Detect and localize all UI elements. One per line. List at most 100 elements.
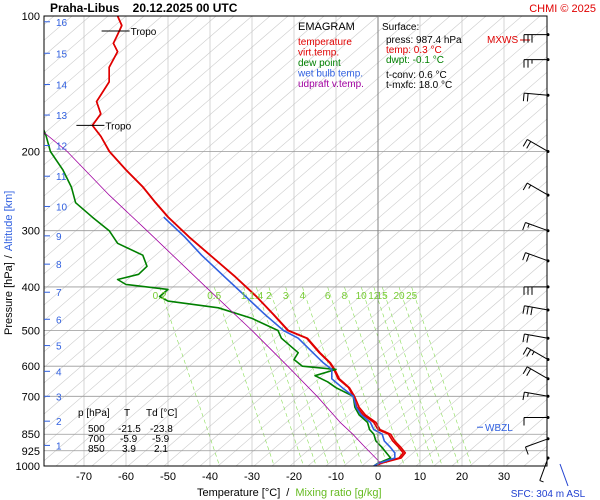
surface-dewpoint: dwpt: -0.1 °C [386,55,444,66]
adiabat-line [44,16,235,181]
altitude-tick-label: 5 [56,342,62,353]
wind-barb-flag [526,368,532,376]
temperature-tick-label: 10 [414,471,426,483]
adiabat-line [217,180,547,466]
wind-barb-flag [522,222,526,231]
adiabat-line [55,40,547,466]
wind-barb-flag [522,252,526,261]
wind-barb [522,252,550,263]
mixing-ratio-label: 1.4 [249,291,263,302]
wind-barb-base [546,377,550,381]
wind-barb-base [546,394,550,398]
altitude-tick-label: 11 [56,172,67,183]
adiabat-line [44,16,145,103]
wind-barb-flag [522,93,525,102]
x-axis-separator: / [286,487,290,499]
x-axis-label: Temperature [°C] [197,487,280,499]
surface-info: Surface: press: 987.4 hPa temp: 0.3 °C d… [377,16,462,466]
wind-barb-flag [526,349,532,357]
adiabat-line [44,16,307,244]
copyright-credit: CHMI © 2025 [529,3,596,15]
table-row-td: -5.9 [152,434,170,445]
wind-barb-base [546,358,550,362]
altitude-tick-label: 9 [56,232,62,243]
wind-barb-half-flag [527,223,530,228]
altitude-tick-label: 8 [56,260,62,271]
adiabat-line [44,16,379,306]
adiabat-line [199,165,547,466]
mixing-ratio-line [398,286,460,466]
pressure-tick-label: 925 [22,446,40,458]
wind-barb [523,285,550,295]
mixing-ratio-label: 8 [342,291,348,302]
wind-barb-base [546,285,550,289]
surface-wind-line [559,463,569,487]
adiabat-line [343,289,547,466]
altitude-tick-label: 16 [56,18,68,29]
adiabat-line [44,16,469,384]
legend-item: udpraft v.temp. [298,79,364,90]
wbzl-label: WBZL [485,423,513,434]
altitude-tick-label: 15 [56,49,68,60]
mixing-ratio-label: 0.2 [153,291,167,302]
table-row-td: 2.1 [154,444,168,455]
wind-barb-base [546,336,550,340]
axis-titles: Pressure [hPa] / Altitude [km] Temperature… [3,191,382,499]
adiabat-line [44,16,451,368]
adiabat-line [44,16,217,166]
adiabat-line [44,16,253,197]
mixing-ratio-line [268,286,330,466]
wind-barb-base [546,415,550,419]
temperature-tick-label: -50 [160,471,176,483]
sfc-label: SFC: 304 m ASL [511,489,586,500]
adiabat-line [361,305,547,466]
adiabat-line [145,118,547,466]
legend-item: virt.temp. [298,48,339,59]
mixing-ratio-line [213,286,275,466]
wind-barb-base [546,437,550,441]
level-table: p [hPa] T Td [°C] 500 -21.5 -23.8 700 -5… [78,408,177,455]
mixing-ratio-label: 2 [266,291,272,302]
wind-barb [522,92,550,102]
adiabat-line [253,212,547,466]
mixing-ratio-axis-label: Mixing ratio [g/kg] [295,487,381,499]
adiabat-line [271,227,547,466]
wind-barb-flag [526,93,529,102]
adiabat-line [44,16,487,399]
mixing-ratio-label: 4 [300,291,306,302]
adiabat-line [44,16,523,431]
wind-barb-base [546,259,550,263]
table-header-t: T [124,408,130,419]
plot-area [44,16,547,466]
adiabat-line [44,16,433,353]
wind-barb-base [546,229,550,233]
tropopause-label: Tropo [131,27,157,38]
pressure-tick-label: 600 [22,361,40,373]
surface-tmxfc: t-mxfc: 18.0 °C [386,80,452,91]
mixing-ratio-label: 3 [283,291,289,302]
adiabat-line [379,321,547,466]
adiabat-line [181,149,547,466]
wind-barb [523,58,550,68]
wind-barb-base [546,33,550,37]
mixing-ratio-label: 15 [377,291,389,302]
wind-barbs [522,33,569,487]
page-header: Praha-Libus 20.12.2025 00 UTC CHMI © 202… [50,1,596,15]
adiabat-line [44,16,397,322]
wind-barb-half-flag [528,184,532,189]
pressure-tick-label: 200 [22,146,40,158]
adiabat-line [44,16,505,415]
mixing-ratio-label: 0.5 [207,291,221,302]
y-axis-separator: / [3,254,15,258]
table-row-td: -23.8 [150,424,173,435]
wind-barb-flag [522,366,528,374]
wind-barb [522,333,550,343]
mixing-ratio-line [411,286,472,466]
y-axis-label: Pressure [hPa] [3,262,15,335]
wind-barb-flag [522,392,525,401]
adiabat-line [433,367,547,466]
adiabat-line [44,16,289,228]
y-axis-title: Pressure [hPa] / Altitude [km] [3,191,15,335]
